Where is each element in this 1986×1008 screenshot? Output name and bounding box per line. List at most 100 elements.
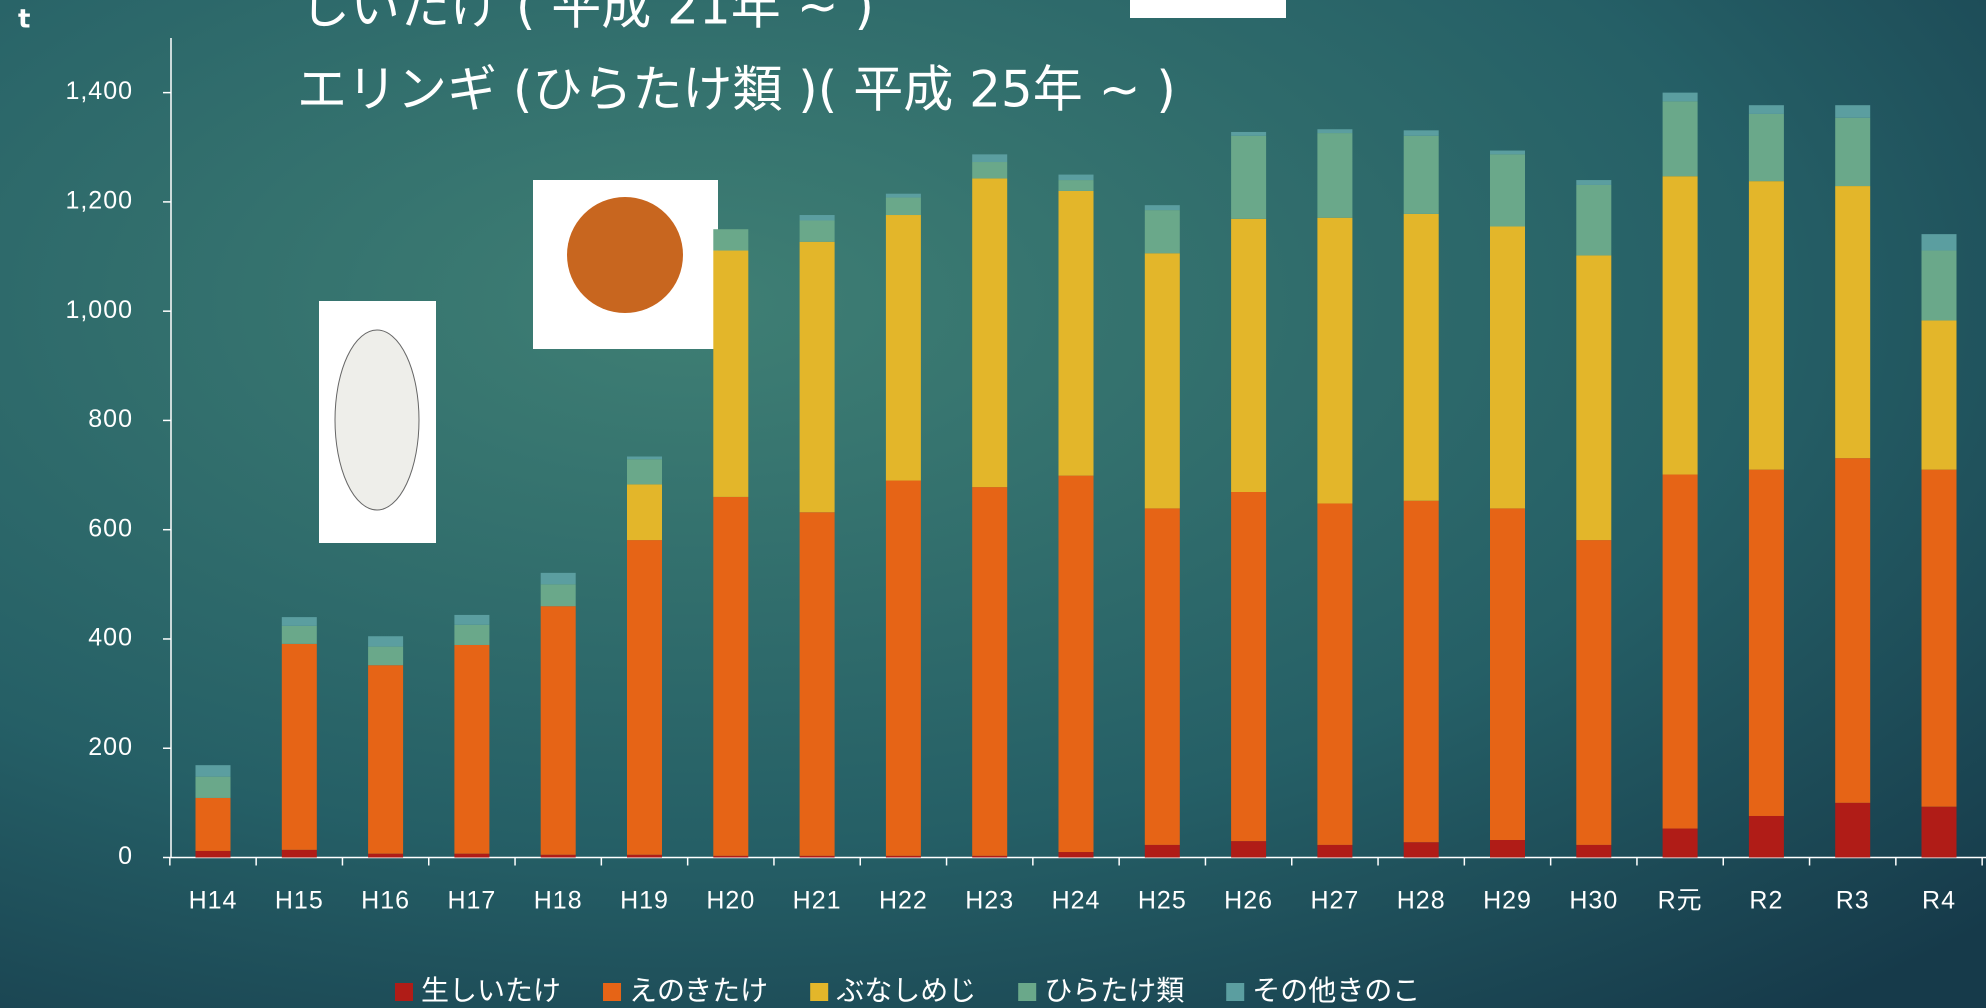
x-tick-label: H24 [1052,887,1101,915]
bar-segment [1576,540,1611,845]
bar-segment [1663,93,1698,102]
bar-segment [713,251,748,497]
legend-swatch [810,983,828,1001]
bar-segment [454,645,489,854]
bar-segment [1663,101,1698,176]
bar-segment [1059,191,1094,476]
bar-segment [1749,816,1784,858]
bar-segment [282,644,317,850]
bar-segment [972,178,1007,487]
bar-segment [1749,105,1784,114]
legend-swatch [603,983,621,1001]
y-tick-label: 400 [88,624,133,652]
legend-swatch [1018,983,1036,1001]
bar-segment [627,855,662,858]
bar-segment [1059,476,1094,852]
bar-segment [800,512,835,856]
bar-segment [713,856,748,858]
bar-segment [800,856,835,858]
x-tick-label: H18 [534,887,583,915]
bar-segment [1145,210,1180,253]
legend-label: えのきたけ [629,974,768,1007]
bar-segment [1835,186,1870,458]
bar-segment [627,484,662,540]
bar-segment [1922,320,1957,469]
bar-segment [886,194,921,198]
y-tick-label: 200 [88,733,133,761]
bar-segment [1145,845,1180,858]
legend-label: ひらたけ類 [1044,974,1184,1007]
bar-segment [1145,508,1180,845]
bar-segment [800,220,835,241]
x-tick-label: R3 [1836,887,1870,915]
bar-segment [1317,503,1352,844]
bar-segment [1490,226,1525,508]
x-tick-label: H22 [879,887,928,915]
bar-segment [1404,501,1439,842]
bar-segment [1835,803,1870,858]
x-tick-label: H15 [275,887,324,915]
bar-segment [454,854,489,858]
bar-segment [1922,470,1957,807]
bar-segment [800,215,835,220]
bar-segment [1317,218,1352,504]
bar-segment [1922,251,1957,321]
bar-segment [1059,175,1094,180]
x-tick-label: H26 [1224,887,1273,915]
bar-segment [886,481,921,856]
bar-segment [1145,253,1180,508]
chart: t しいたけ ( 平成 21年 ~ ) エリンギ (ひらたけ類 )( 平成 25… [0,0,1986,1008]
bar-segment [368,636,403,646]
bar-segment [1749,470,1784,816]
illustration [335,330,419,510]
bar-segment [1835,105,1870,118]
x-tick-label: H14 [189,887,238,915]
bar-segment [1922,234,1957,250]
bar-segment [1231,841,1266,857]
bar-segment [1231,219,1266,492]
y-tick-label: 1,200 [65,187,133,215]
y-tick-label: 600 [88,514,133,542]
bar-segment [541,573,576,584]
y-tick-label: 1,400 [65,77,133,105]
y-tick-label: 0 [118,842,133,870]
bar-segment [368,665,403,853]
bar-segment [282,850,317,858]
x-tick-label: H27 [1310,887,1359,915]
bar-segment [972,487,1007,856]
bar-segment [1317,133,1352,218]
bar-segment [1490,508,1525,840]
bar-segment [1663,829,1698,858]
legend-swatch [395,983,413,1001]
unit-label: t [18,5,30,35]
x-tick-label: H29 [1483,887,1532,915]
bar-segment [1317,129,1352,133]
bar-segment [368,647,403,666]
x-tick-label: H28 [1397,887,1446,915]
bar-segment [886,198,921,215]
page: t しいたけ ( 平成 21年 ~ ) エリンギ (ひらたけ類 )( 平成 25… [0,0,1986,1008]
x-tick-label: H23 [965,887,1014,915]
bar-segment [454,615,489,625]
bar-segment [282,626,317,644]
bar-segment [1576,185,1611,255]
illustration [1130,0,1286,18]
x-tick-label: H16 [361,887,410,915]
x-tick-label: R元 [1658,887,1703,915]
bar-segment [972,154,1007,162]
bar-segment [972,162,1007,178]
bar-segment [1490,151,1525,155]
bar-segment [1576,180,1611,185]
bar-segment [1404,842,1439,857]
bar-segment [1835,458,1870,803]
bar-segment [1404,136,1439,214]
bar-segment [1749,181,1784,469]
bar-segment [972,856,1007,858]
bar-segment [368,854,403,858]
bar-segment [541,584,576,606]
bar-segment [713,497,748,856]
y-tick-label: 1,000 [65,296,133,324]
bar-segment [196,798,231,851]
bar-segment [1059,852,1094,857]
bar-segment [1059,180,1094,191]
